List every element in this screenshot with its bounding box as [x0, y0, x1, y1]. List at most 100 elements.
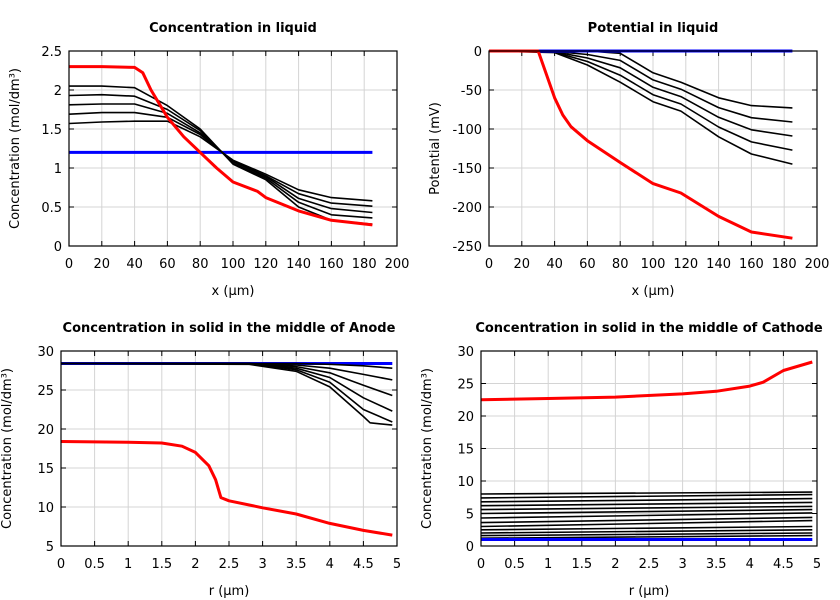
x-tick-label: 60: [159, 257, 176, 272]
plot-frame: [68, 50, 398, 247]
series-line-intermediate: [481, 491, 813, 495]
y-tick-label: 10: [457, 475, 474, 490]
x-axis-label: x (µm): [212, 284, 255, 299]
y-axis-label: Concentration (mol/dm³): [420, 368, 435, 529]
x-tick-label: 5: [813, 557, 821, 572]
series-line-intermediate: [481, 525, 813, 531]
y-axis-label: Potential (mV): [428, 102, 443, 195]
series-line-intermediate: [481, 493, 813, 499]
x-tick-label: 20: [514, 257, 531, 272]
x-tick-label: 3: [678, 557, 686, 572]
x-tick-label: 0.5: [84, 557, 105, 572]
x-tick-label: 40: [546, 257, 563, 272]
x-tick-label: 1.5: [151, 557, 172, 572]
x-tick-label: 3.5: [706, 557, 727, 572]
x-axis-label: x (µm): [632, 284, 675, 299]
x-tick-label: 40: [126, 257, 143, 272]
series-line-intermediate: [481, 519, 813, 528]
plot-frame: [480, 350, 818, 547]
x-tick-label: 1.5: [571, 557, 592, 572]
x-tick-label: 180: [352, 257, 377, 272]
x-tick-label: 80: [612, 257, 629, 272]
y-tick-label: 30: [37, 345, 54, 360]
x-tick-label: 100: [641, 257, 666, 272]
x-tick-label: 160: [319, 257, 344, 272]
x-tick-label: 3.5: [286, 557, 307, 572]
x-tick-label: 0: [65, 257, 73, 272]
y-tick-label: 5: [46, 540, 54, 555]
series-line-intermediate: [481, 497, 813, 503]
series-line-intermediate: [61, 362, 393, 423]
plot-frame: [488, 50, 818, 247]
y-tick-label: 20: [457, 410, 474, 425]
x-tick-label: 60: [579, 257, 596, 272]
x-tick-label: 2: [611, 557, 619, 572]
chart-title: Concentration in liquid: [149, 21, 317, 36]
y-axis-label: Concentration (mol/dm³): [8, 68, 23, 229]
chart-panel-2: 0 0.5 1 1.5 2 2.5 3 3.5 4 4.5 5 5 10 15 20 25 30 Concentr…: [0, 321, 401, 599]
x-tick-label: 0: [477, 557, 485, 572]
x-tick-label: 180: [772, 257, 797, 272]
y-tick-label: 0: [54, 240, 62, 255]
x-tick-label: 4: [746, 557, 754, 572]
x-tick-label: 20: [94, 257, 111, 272]
y-tick-label: -200: [452, 201, 482, 216]
y-tick-label: 2.5: [41, 45, 62, 60]
y-tick-label: 10: [37, 501, 54, 516]
chart-title: Concentration in solid in the middle of …: [475, 321, 823, 336]
series-line-intermediate: [481, 512, 813, 519]
series-line-intermediate: [489, 50, 793, 151]
y-tick-label: 5: [466, 508, 474, 523]
series-line-intermediate: [481, 529, 813, 534]
series-line-intermediate: [481, 516, 813, 524]
chart-panel-3: 0 0.5 1 1.5 2 2.5 3 3.5 4 4.5 5051015202530Concent…: [420, 321, 823, 599]
y-tick-label: 1.5: [41, 123, 62, 138]
x-tick-label: 120: [673, 257, 698, 272]
series-line-intermediate: [69, 120, 373, 202]
series-line-intermediate: [69, 85, 373, 225]
series-line-final: [489, 49, 793, 240]
x-tick-label: 160: [739, 257, 764, 272]
x-tick-label: 4.5: [773, 557, 794, 572]
series-line-intermediate: [489, 50, 793, 165]
series-line-intermediate: [61, 362, 393, 397]
series-line-final: [61, 440, 393, 537]
x-tick-label: 140: [286, 257, 311, 272]
y-tick-label: 25: [37, 384, 54, 399]
x-axis-label: r (µm): [629, 584, 670, 599]
y-tick-label: 30: [457, 345, 474, 360]
series-line-intermediate: [69, 111, 373, 207]
plot-frame: [60, 350, 398, 547]
chart-title: Concentration in solid in the middle of …: [63, 321, 396, 336]
x-tick-label: 0.5: [504, 557, 525, 572]
x-tick-label: 4.5: [353, 557, 374, 572]
x-tick-label: 200: [385, 257, 410, 272]
x-tick-label: 100: [221, 257, 246, 272]
x-tick-label: 2.5: [639, 557, 660, 572]
x-tick-label: 0: [57, 557, 65, 572]
series-line-intermediate: [481, 505, 813, 511]
y-tick-label: 0: [466, 540, 474, 555]
x-tick-label: 80: [192, 257, 209, 272]
x-tick-label: 3: [258, 557, 266, 572]
y-tick-label: 20: [37, 423, 54, 438]
series-line-intermediate: [481, 532, 813, 537]
y-tick-label: -150: [452, 162, 482, 177]
y-tick-label: 15: [37, 462, 54, 477]
series-line-intermediate: [61, 362, 393, 426]
x-tick-label: 200: [805, 257, 830, 272]
x-tick-label: 2: [191, 557, 199, 572]
x-tick-label: 120: [253, 257, 278, 272]
y-tick-label: -50: [461, 84, 482, 99]
chart-title: Potential in liquid: [588, 21, 719, 36]
y-axis-label: Concentration (mol/dm³): [0, 368, 15, 529]
y-tick-label: 15: [457, 443, 474, 458]
x-tick-label: 0: [485, 257, 493, 272]
y-tick-label: 2: [54, 84, 62, 99]
series-line-final: [69, 65, 373, 227]
series-line-intermediate: [481, 508, 813, 515]
y-tick-label: 25: [457, 378, 474, 393]
x-tick-label: 140: [706, 257, 731, 272]
series-line-final: [481, 360, 813, 402]
